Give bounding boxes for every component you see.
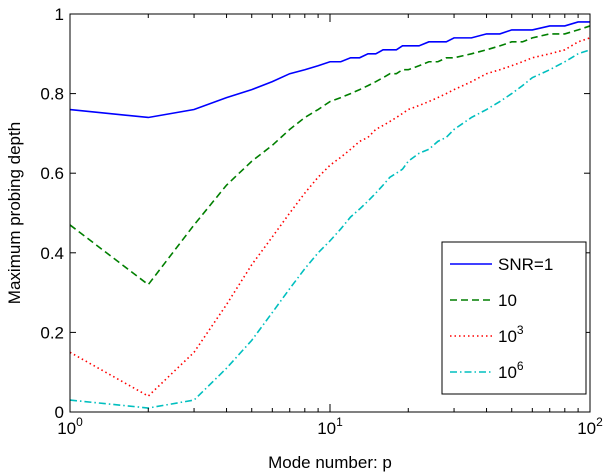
- y-tick-label: 0.4: [40, 244, 64, 263]
- series-line-4: [69, 49, 591, 409]
- legend-label-1: SNR=1: [498, 255, 553, 274]
- x-tick-label-base: 10: [57, 419, 76, 438]
- y-axis-label: Maximum probing depth: [5, 122, 24, 304]
- legend-box: [441, 241, 587, 395]
- x-axis-label: Mode number: p: [268, 453, 392, 472]
- y-tick-label: 0.2: [40, 323, 64, 342]
- x-tick-label: 101: [317, 415, 343, 438]
- legend-label-exp: 6: [517, 359, 524, 373]
- x-tick-label-base: 10: [577, 419, 596, 438]
- legend-label-4: 106: [498, 359, 524, 382]
- legend-label-2: 10: [498, 291, 517, 310]
- x-tick-label-exp: 2: [596, 415, 603, 429]
- y-tick-label: 1: [55, 5, 64, 24]
- x-tick-label-exp: 0: [76, 415, 83, 429]
- series-line-1: [69, 21, 590, 119]
- y-tick-label: 0.8: [40, 85, 64, 104]
- series-line-2: [69, 25, 591, 286]
- plot-frame: [69, 13, 591, 413]
- x-tick-label-exp: 1: [336, 415, 343, 429]
- y-tick-label: 0.6: [40, 164, 64, 183]
- series-layer: [69, 21, 591, 409]
- x-tick-label-base: 10: [317, 419, 336, 438]
- legend-label-3: 103: [498, 323, 524, 346]
- legend-label-base: 10: [498, 363, 517, 382]
- x-tick-label: 102: [577, 415, 603, 438]
- legend-label-base: 10: [498, 327, 517, 346]
- legend-label-base: SNR=1: [498, 255, 553, 274]
- x-tick-label: 100: [57, 415, 83, 438]
- legend-label-base: 10: [498, 291, 517, 310]
- legend-label-exp: 3: [517, 323, 524, 337]
- y-tick-label: 0: [55, 403, 64, 422]
